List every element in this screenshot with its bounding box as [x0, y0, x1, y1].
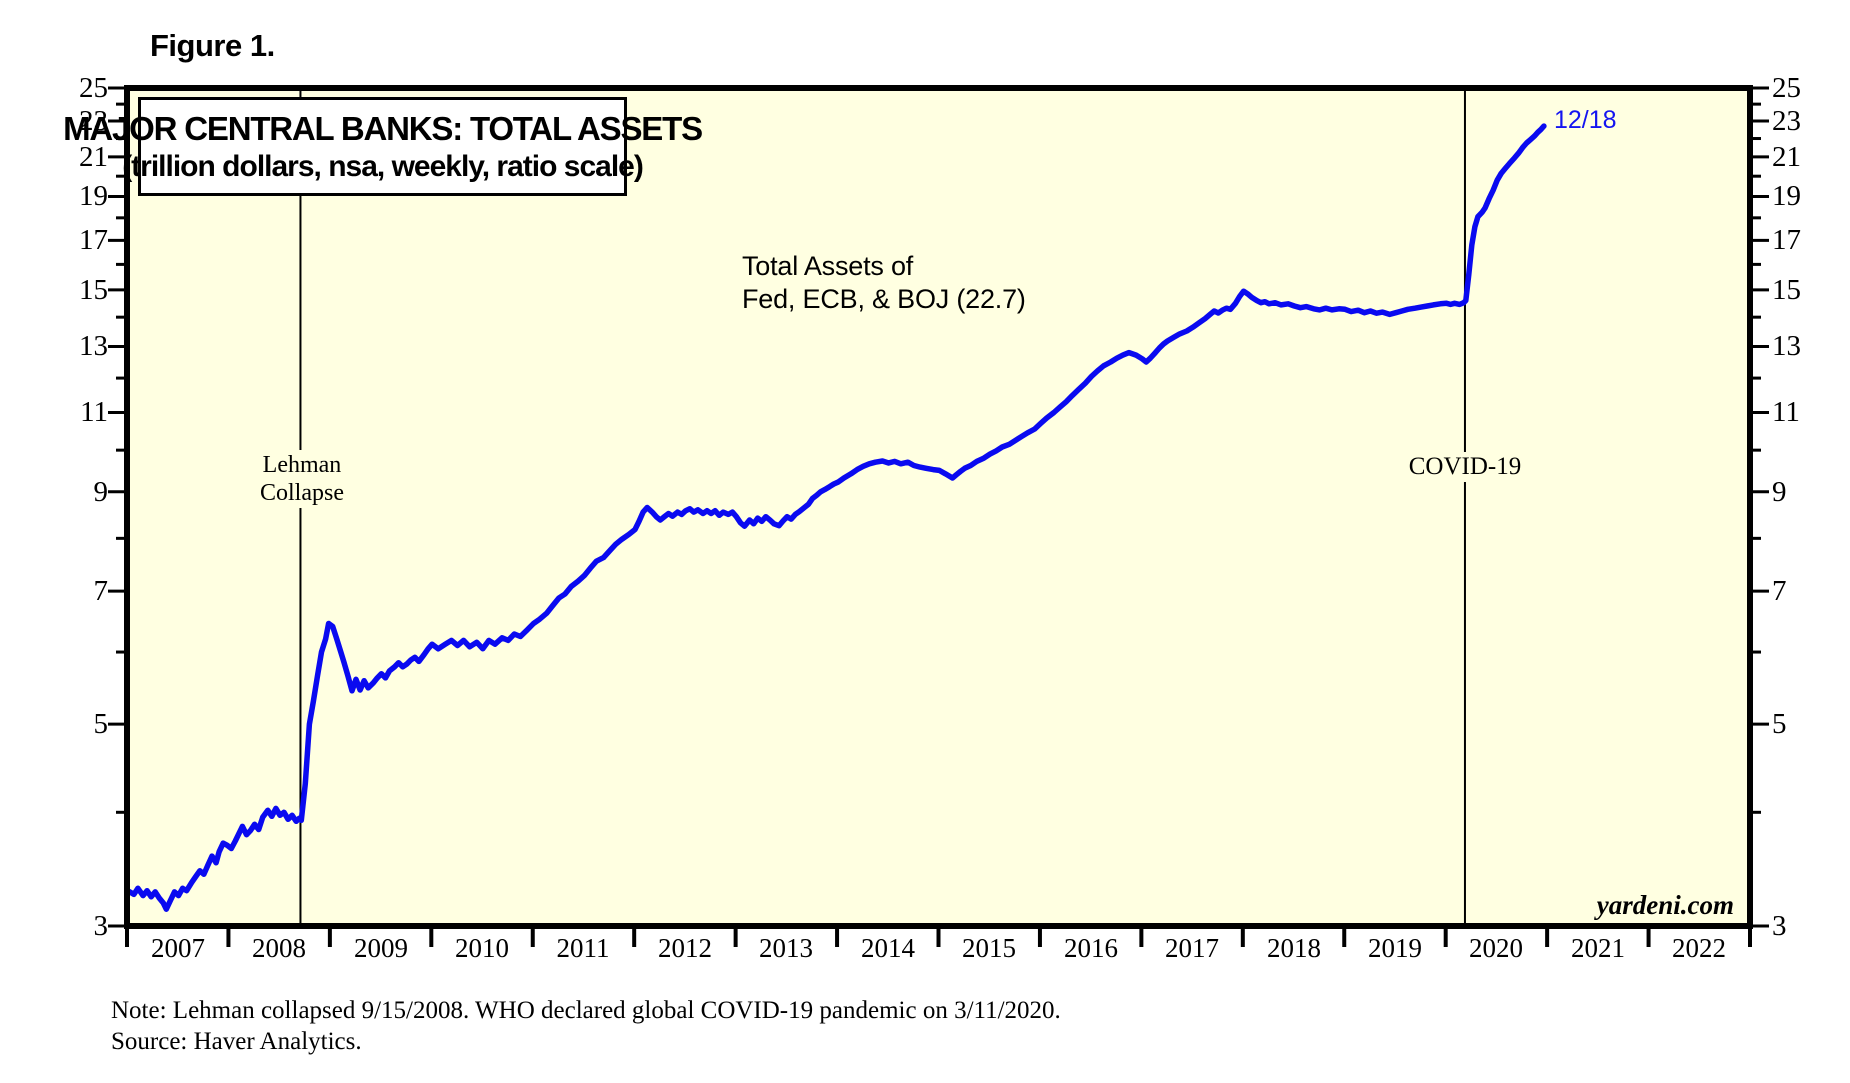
- y-axis-label-right-25: 25: [1772, 72, 1801, 104]
- x-axis-label-2013: 2013: [759, 933, 813, 963]
- y-axis-label-right-11: 11: [1772, 396, 1800, 428]
- y-axis-label-left-21: 21: [79, 141, 108, 173]
- y-axis-label-right-21: 21: [1772, 141, 1801, 173]
- y-axis-label-right-5: 5: [1772, 708, 1787, 740]
- y-axis-label-left-11: 11: [80, 396, 108, 428]
- y-axis-label-left-7: 7: [93, 575, 109, 607]
- source-text: Source: Haver Analytics.: [111, 1028, 362, 1055]
- y-axis-label-left-17: 17: [79, 224, 108, 256]
- x-axis-label-2021: 2021: [1571, 933, 1625, 963]
- chart-title-box: MAJOR CENTRAL BANKS: TOTAL ASSETS (trill…: [63, 97, 703, 196]
- covid-19-label: COVID-19: [1404, 452, 1526, 482]
- series-annotation: Total Assets of Fed, ECB, & BOJ (22.7): [742, 250, 1026, 316]
- y-axis-label-right-13: 13: [1772, 330, 1801, 362]
- y-axis-label-right-3: 3: [1772, 910, 1787, 942]
- y-axis-label-right-17: 17: [1772, 224, 1801, 256]
- y-axis-label-left-9: 9: [93, 476, 109, 508]
- x-axis-label-2012: 2012: [658, 933, 712, 963]
- series-annotation-line1: Total Assets of: [742, 251, 914, 281]
- chart-title: MAJOR CENTRAL BANKS: TOTAL ASSETS: [63, 109, 703, 147]
- x-axis-label-2016: 2016: [1064, 933, 1118, 963]
- x-axis-label-2020: 2020: [1469, 933, 1523, 963]
- y-axis-label-left-5: 5: [93, 708, 109, 740]
- x-axis-label-2008: 2008: [252, 933, 306, 963]
- x-axis-label-2014: 2014: [861, 933, 915, 963]
- y-axis-label-right-23: 23: [1772, 105, 1801, 137]
- y-axis-label-left-13: 13: [79, 330, 108, 362]
- x-axis-label-2017: 2017: [1165, 933, 1219, 963]
- yardeni-watermark: yardeni.com: [1596, 890, 1734, 920]
- y-axis-label-right-19: 19: [1772, 180, 1801, 212]
- note-text: Note: Lehman collapsed 9/15/2008. WHO de…: [111, 997, 1061, 1024]
- x-axis-label-2009: 2009: [354, 933, 408, 963]
- y-axis-label-right-9: 9: [1772, 476, 1787, 508]
- lehman-label-line1: Lehman: [262, 452, 342, 478]
- footnotes: Note: Lehman collapsed 9/15/2008. WHO de…: [111, 995, 1061, 1057]
- x-axis-label-2010: 2010: [455, 933, 509, 963]
- y-axis-label-left-25: 25: [79, 72, 108, 104]
- series-annotation-line2: Fed, ECB, & BOJ (22.7): [742, 284, 1026, 314]
- chart-subtitle: (trillion dollars, nsa, weekly, ratio sc…: [122, 149, 644, 183]
- x-axis-label-2019: 2019: [1368, 933, 1422, 963]
- y-axis-label-left-23: 23: [79, 105, 108, 137]
- y-axis-label-right-7: 7: [1772, 575, 1787, 607]
- figure-number: Figure 1.: [150, 28, 275, 63]
- x-axis-label-2022: 2022: [1672, 933, 1726, 963]
- data-series-line: [125, 123, 1547, 912]
- x-axis-label-2007: 2007: [151, 933, 205, 963]
- y-axis-label-left-15: 15: [79, 274, 108, 306]
- y-axis-label-left-3: 3: [93, 910, 109, 942]
- y-axis-label-right-15: 15: [1772, 274, 1801, 306]
- lehman-label-line2: Collapse: [260, 480, 344, 506]
- lehman-collapse-label: Lehman Collapse: [256, 450, 348, 508]
- x-axis-label-2011: 2011: [556, 933, 610, 963]
- plot-background: [127, 88, 1750, 926]
- y-axis-label-left-19: 19: [79, 180, 108, 212]
- x-axis-label-2018: 2018: [1267, 933, 1321, 963]
- x-axis-label-2015: 2015: [962, 933, 1016, 963]
- plot-border: [124, 85, 1753, 929]
- last-data-point-label: 12/18: [1554, 106, 1617, 134]
